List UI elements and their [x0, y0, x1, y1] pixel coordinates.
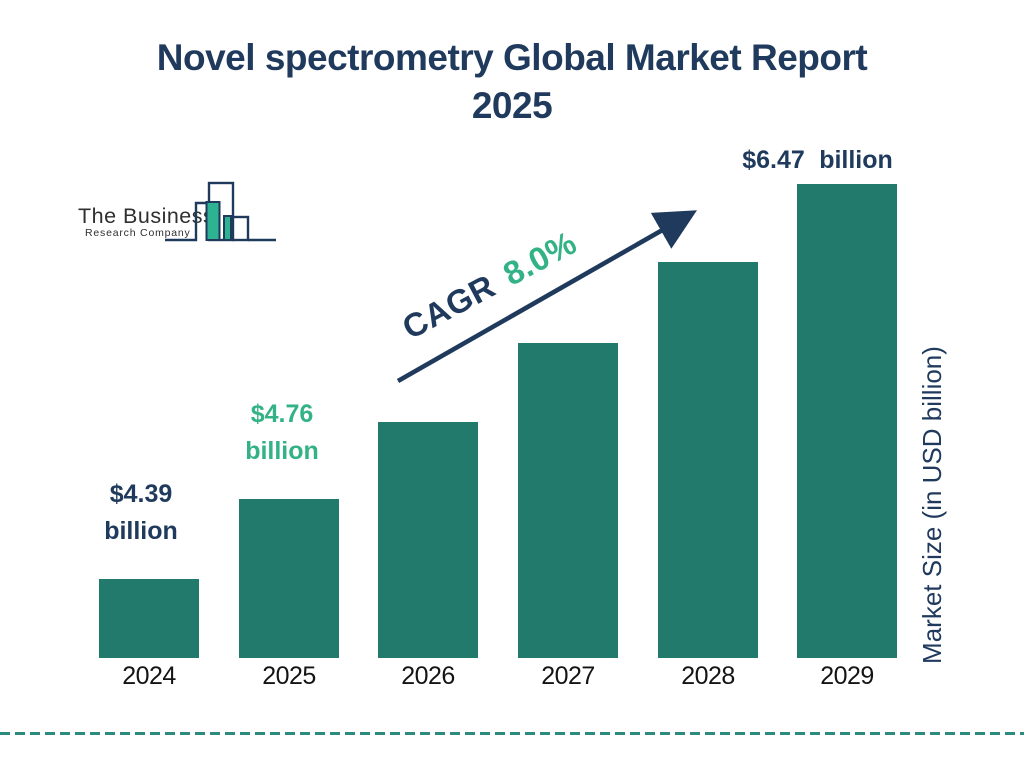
bar-2027 — [518, 343, 618, 658]
growth-arrow-icon — [396, 210, 697, 383]
logo-company-name: The Business — [78, 204, 215, 228]
x-tick-2026: 2026 — [401, 662, 455, 690]
logo-company-subtitle: Research Company — [85, 227, 191, 239]
x-tick-2024: 2024 — [122, 662, 176, 690]
x-tick-2025: 2025 — [262, 662, 316, 690]
value-label-2029-unit: billion — [819, 146, 893, 174]
bar-2025 — [239, 499, 339, 658]
value-label-2024-amount: $4.39 — [109, 480, 173, 508]
title-line-2: 2025 — [471, 85, 553, 126]
bar-2024 — [99, 579, 199, 658]
title-line-1: Novel spectrometry Global Market Report — [156, 37, 868, 78]
bar-2029 — [797, 184, 897, 658]
x-tick-2028: 2028 — [681, 662, 735, 690]
value-label-2025-amount: $4.76 — [250, 400, 314, 428]
value-label-2024-unit: billion — [104, 517, 178, 545]
value-label-2025-unit: billion — [245, 437, 319, 465]
value-label-2029-amount: $6.47 — [742, 146, 805, 174]
bottom-dashed-divider — [0, 732, 1024, 735]
y-axis-label: Market Size (in USD billion) — [917, 346, 947, 664]
value-label-2024: $4.39 billion — [85, 476, 197, 550]
bar-2028 — [658, 262, 758, 658]
x-tick-2027: 2027 — [541, 662, 595, 690]
bar-2026 — [378, 422, 478, 658]
company-logo: The Business Research Company — [78, 178, 293, 248]
logo-bar-chart-icon — [165, 181, 276, 242]
value-label-2029: $6.47 billion — [690, 142, 945, 179]
value-label-2025: $4.76 billion — [226, 396, 338, 470]
x-tick-2029: 2029 — [820, 662, 874, 690]
page-title: Novel spectrometry Global Market Report … — [102, 34, 922, 130]
